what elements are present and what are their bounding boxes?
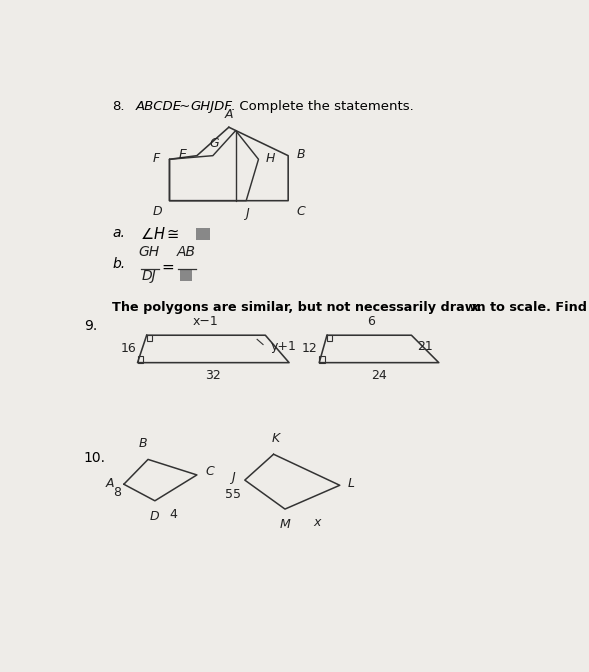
Text: 55: 55 xyxy=(225,488,241,501)
Text: x−1: x−1 xyxy=(193,315,219,329)
Text: B: B xyxy=(296,148,305,161)
Text: ABCDE: ABCDE xyxy=(135,99,181,113)
Text: GH: GH xyxy=(139,245,160,259)
Text: a.: a. xyxy=(112,226,125,239)
Text: E: E xyxy=(179,148,187,161)
Text: GHJDF: GHJDF xyxy=(190,99,232,113)
Text: $\angle H \cong$: $\angle H \cong$ xyxy=(140,226,180,241)
Text: 32: 32 xyxy=(206,370,221,382)
Text: x: x xyxy=(471,301,479,314)
Text: 6: 6 xyxy=(368,315,375,329)
Text: y+1: y+1 xyxy=(271,340,297,353)
Text: . Complete the statements.: . Complete the statements. xyxy=(231,99,414,113)
Text: x: x xyxy=(313,516,320,530)
Text: H: H xyxy=(266,152,275,165)
Text: b.: b. xyxy=(112,257,125,271)
Text: The polygons are similar, but not necessarily drawn to scale. Find the value of: The polygons are similar, but not necess… xyxy=(112,301,589,314)
Text: M: M xyxy=(280,518,290,532)
Text: J: J xyxy=(245,207,249,220)
Text: 10.: 10. xyxy=(84,451,105,464)
Text: AB: AB xyxy=(177,245,196,259)
Text: C: C xyxy=(296,205,305,218)
Text: L: L xyxy=(348,476,355,490)
Text: 8: 8 xyxy=(114,486,121,499)
Text: G: G xyxy=(210,138,220,151)
Text: 12: 12 xyxy=(301,343,317,355)
Text: J: J xyxy=(231,471,235,484)
Text: ~: ~ xyxy=(176,99,195,113)
Text: 4: 4 xyxy=(170,508,177,521)
Text: C: C xyxy=(205,465,214,478)
FancyBboxPatch shape xyxy=(196,228,210,240)
Text: D: D xyxy=(150,510,160,523)
Text: 16: 16 xyxy=(121,343,137,355)
Text: 21: 21 xyxy=(417,340,433,353)
Text: A: A xyxy=(224,108,233,121)
Text: 9.: 9. xyxy=(84,319,97,333)
Text: DJ: DJ xyxy=(142,269,157,283)
Text: B: B xyxy=(139,437,148,450)
FancyBboxPatch shape xyxy=(180,270,192,282)
Text: =: = xyxy=(161,259,174,274)
Text: D: D xyxy=(153,205,162,218)
Text: 8.: 8. xyxy=(112,99,125,113)
Text: 24: 24 xyxy=(371,370,387,382)
Text: A: A xyxy=(105,476,114,490)
Text: .: . xyxy=(477,301,481,314)
Text: K: K xyxy=(272,432,280,445)
Text: F: F xyxy=(152,152,160,165)
